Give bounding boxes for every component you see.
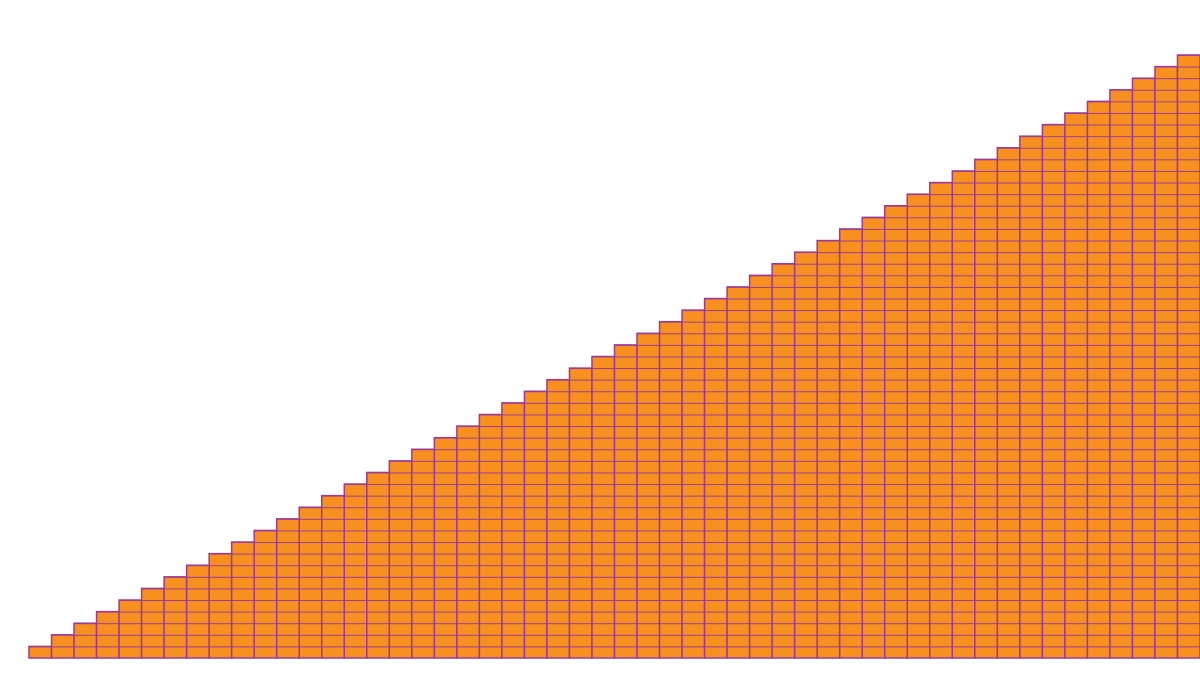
bar xyxy=(411,448,436,659)
bar xyxy=(861,216,886,659)
bar xyxy=(906,193,931,659)
bar xyxy=(501,402,526,659)
bar xyxy=(996,147,1021,659)
bar xyxy=(50,634,75,659)
bar xyxy=(793,251,818,659)
bar xyxy=(366,471,391,659)
bar xyxy=(298,506,323,659)
bar xyxy=(838,228,863,659)
bar xyxy=(613,344,638,659)
bar xyxy=(388,460,413,659)
bar xyxy=(1176,54,1200,659)
bar xyxy=(253,529,278,659)
bar xyxy=(658,320,683,659)
bar xyxy=(208,552,233,659)
bar xyxy=(118,599,143,659)
bar xyxy=(1154,65,1179,659)
bar xyxy=(1041,123,1066,659)
bar xyxy=(343,483,368,659)
bar xyxy=(546,378,571,659)
bar xyxy=(703,297,728,659)
bar xyxy=(321,494,346,659)
bar xyxy=(974,158,999,659)
bar xyxy=(748,274,773,659)
bar xyxy=(929,181,954,659)
bar xyxy=(28,645,53,659)
bar xyxy=(771,262,796,659)
bar xyxy=(591,355,616,659)
bar xyxy=(1131,77,1156,659)
bar xyxy=(636,332,661,659)
bar xyxy=(456,425,481,659)
bar xyxy=(883,205,909,659)
bar xyxy=(95,610,120,659)
bar xyxy=(1064,112,1089,659)
bar xyxy=(1086,100,1111,659)
bar xyxy=(568,367,593,659)
bar xyxy=(478,413,503,659)
bar xyxy=(681,309,706,659)
bar xyxy=(726,286,751,659)
bar xyxy=(951,170,976,659)
bar xyxy=(433,436,458,659)
bar xyxy=(275,518,300,659)
bar xyxy=(816,239,841,659)
bar xyxy=(163,576,188,659)
bar xyxy=(140,587,165,659)
bar xyxy=(1019,135,1044,659)
bar xyxy=(1109,89,1134,659)
bar xyxy=(73,622,98,659)
bar xyxy=(185,564,210,659)
bar xyxy=(230,541,255,659)
bar xyxy=(523,390,548,659)
